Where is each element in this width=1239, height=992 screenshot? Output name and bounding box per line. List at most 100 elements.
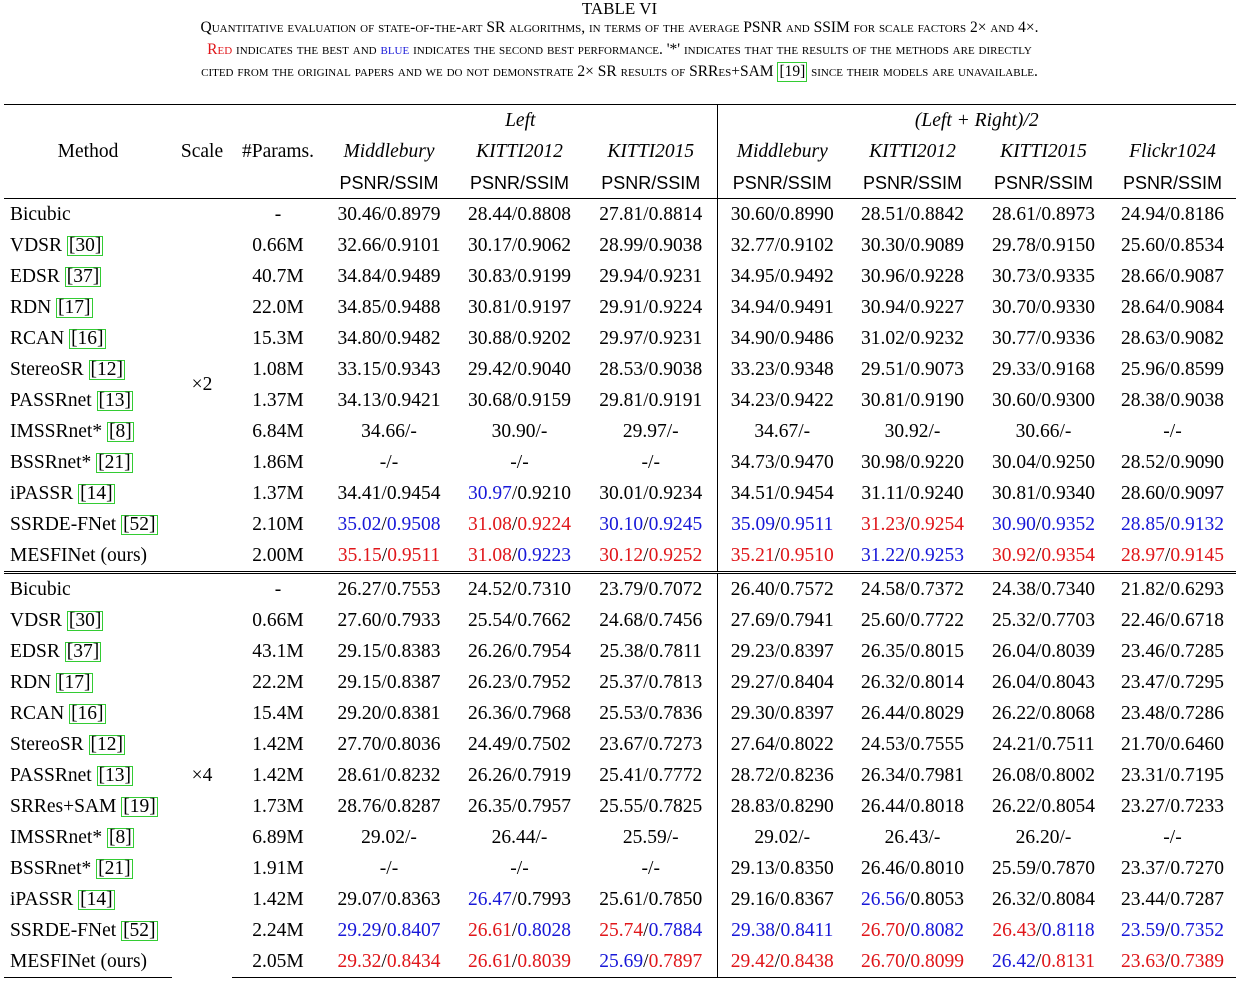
params-cell: 43.1M [252, 640, 304, 662]
metric-cell: 26.32/0.8084 [992, 888, 1095, 910]
psnr-value: 24.53 [861, 733, 905, 755]
citation-link[interactable]: [30] [66, 609, 104, 631]
metric-cell: 23.44/0.7287 [1121, 888, 1224, 910]
citation-link[interactable]: [52] [121, 513, 158, 535]
citation-link[interactable]: [17] [56, 296, 93, 318]
metric-cell: 21.70/0.6460 [1121, 733, 1224, 755]
psnr-value: 26.08 [992, 764, 1036, 786]
ssim-value: 0.8990 [780, 203, 834, 225]
citation-link[interactable]: [21] [96, 857, 133, 879]
psnr-value: 28.52 [1121, 451, 1165, 473]
psnr-value: 31.11 [861, 482, 905, 504]
ssim-value: 0.8029 [910, 702, 964, 724]
ssim-value: 0.7233 [1170, 795, 1224, 817]
citation-link[interactable]: [13] [96, 764, 134, 786]
psnr-value: 24.68 [599, 609, 644, 631]
table-row: StereoSR [12] 1.42M 27.70/0.8036 24.49/0.75… [4, 729, 1236, 760]
psnr-value: 30.46 [337, 203, 382, 225]
psnr-value: 34.23 [730, 389, 775, 411]
header-metric: PSNR/SSIM [469, 172, 570, 193]
psnr-value: 34.95 [730, 265, 775, 287]
citation-link[interactable]: [8] [106, 826, 134, 848]
psnr-value: 26.04 [992, 671, 1036, 693]
ssim-value: 0.6460 [1170, 733, 1224, 755]
ssim-value: 0.8350 [780, 857, 834, 879]
header-dataset-a-3: Middlebury [716, 136, 847, 167]
psnr-value: - [379, 451, 387, 473]
metric-cell: 25.61/0.7850 [599, 888, 703, 910]
ssim-value: 0.9168 [1041, 358, 1095, 380]
citation-link[interactable]: [17] [56, 671, 93, 693]
method-name: SSRDE-FNet [10, 513, 117, 535]
ssim-value: 0.9145 [1170, 544, 1224, 566]
psnr-value: 34.51 [730, 482, 775, 504]
metric-cell: 27.64/0.8022 [716, 729, 847, 760]
caption-line-1: Quantitative evaluation of state-of-the-… [200, 19, 1039, 36]
psnr-value: 25.53 [599, 702, 644, 724]
citation-link[interactable]: [8] [106, 420, 134, 442]
method-cell: Bicubic [4, 571, 172, 605]
citation-link[interactable]: [19] [121, 795, 158, 817]
psnr-value: 26.70 [861, 919, 905, 941]
citation-link[interactable]: [37] [64, 265, 102, 287]
ssim-value: 0.9038 [1170, 389, 1224, 411]
citation-link[interactable]: [12] [88, 358, 126, 380]
psnr-value: 25.96 [1121, 358, 1165, 380]
metric-cell: 26.23/0.7952 [468, 671, 571, 693]
metric-cell: 24.52/0.7310 [454, 571, 585, 605]
citation-link[interactable]: [52] [121, 919, 158, 941]
header-metric: PSNR/SSIM [993, 172, 1094, 193]
header-dataset-l-2: KITTI2015 [607, 140, 695, 162]
psnr-value: 34.13 [337, 389, 382, 411]
ssim-value: 0.8387 [386, 671, 441, 693]
psnr-value: 26.44 [491, 826, 536, 848]
params-cell: 15.4M [252, 702, 304, 724]
psnr-value: 31.23 [861, 513, 905, 535]
citation-link[interactable]: [14] [78, 482, 115, 504]
psnr-value: 29.78 [992, 234, 1036, 256]
metric-cell: 34.51/0.9454 [716, 478, 847, 509]
citation-link[interactable]: [37] [64, 640, 102, 662]
metric-cell: 29.32/0.8434 [324, 946, 454, 978]
citation-link[interactable]: [30] [66, 234, 104, 256]
citation-link[interactable]: [19] [777, 62, 808, 82]
psnr-value: 29.81 [599, 389, 644, 411]
ssim-value: 0.9352 [1041, 513, 1095, 535]
ssim-value: 0.8438 [780, 950, 834, 972]
metric-cell: 25.96/0.8599 [1121, 358, 1224, 380]
metric-cell: 35.15/0.9511 [337, 544, 441, 566]
ssim-value: - [522, 857, 529, 879]
metric-cell: 34.67/- [716, 416, 847, 447]
citation-link[interactable]: [21] [96, 451, 133, 473]
ssim-value: 0.9223 [517, 544, 571, 566]
ssim-value: 0.9511 [387, 544, 441, 566]
method-cell: BSSRnet* [21] [4, 447, 172, 478]
metric-cell: 30.17/0.9062 [468, 234, 571, 256]
ssim-value: 0.7572 [780, 578, 834, 600]
metric-cell: 30.81/0.9340 [992, 482, 1095, 504]
citation-link[interactable]: [12] [88, 733, 126, 755]
metric-cell: 26.22/0.8054 [992, 795, 1095, 817]
psnr-value: - [379, 857, 387, 879]
metric-cell: 29.27/0.8404 [716, 667, 847, 698]
psnr-value: 30.60 [730, 203, 775, 225]
metric-cell: 31.11/0.9240 [861, 482, 964, 504]
ssim-value: 0.9232 [910, 327, 964, 349]
psnr-value: 21.82 [1121, 578, 1165, 600]
psnr-value: 24.21 [992, 733, 1037, 755]
psnr-value: 25.60 [861, 609, 905, 631]
params-cell: 2.24M [252, 919, 304, 941]
ssim-value: 0.9038 [648, 358, 703, 380]
psnr-value: 34.73 [730, 451, 775, 473]
citation-link[interactable]: [16] [69, 702, 106, 724]
citation-link[interactable]: [16] [69, 327, 106, 349]
header-dataset-a-5: KITTI2015 [1000, 140, 1087, 162]
ssim-value: 0.7836 [648, 702, 703, 724]
citation-link[interactable]: [13] [96, 389, 134, 411]
psnr-value: 26.43 [992, 919, 1037, 941]
metric-cell: 29.02/- [716, 822, 847, 853]
metric-cell: 29.38/0.8411 [716, 915, 847, 946]
ssim-value: 0.7811 [648, 640, 702, 662]
psnr-value: 26.46 [861, 857, 905, 879]
citation-link[interactable]: [14] [78, 888, 115, 910]
